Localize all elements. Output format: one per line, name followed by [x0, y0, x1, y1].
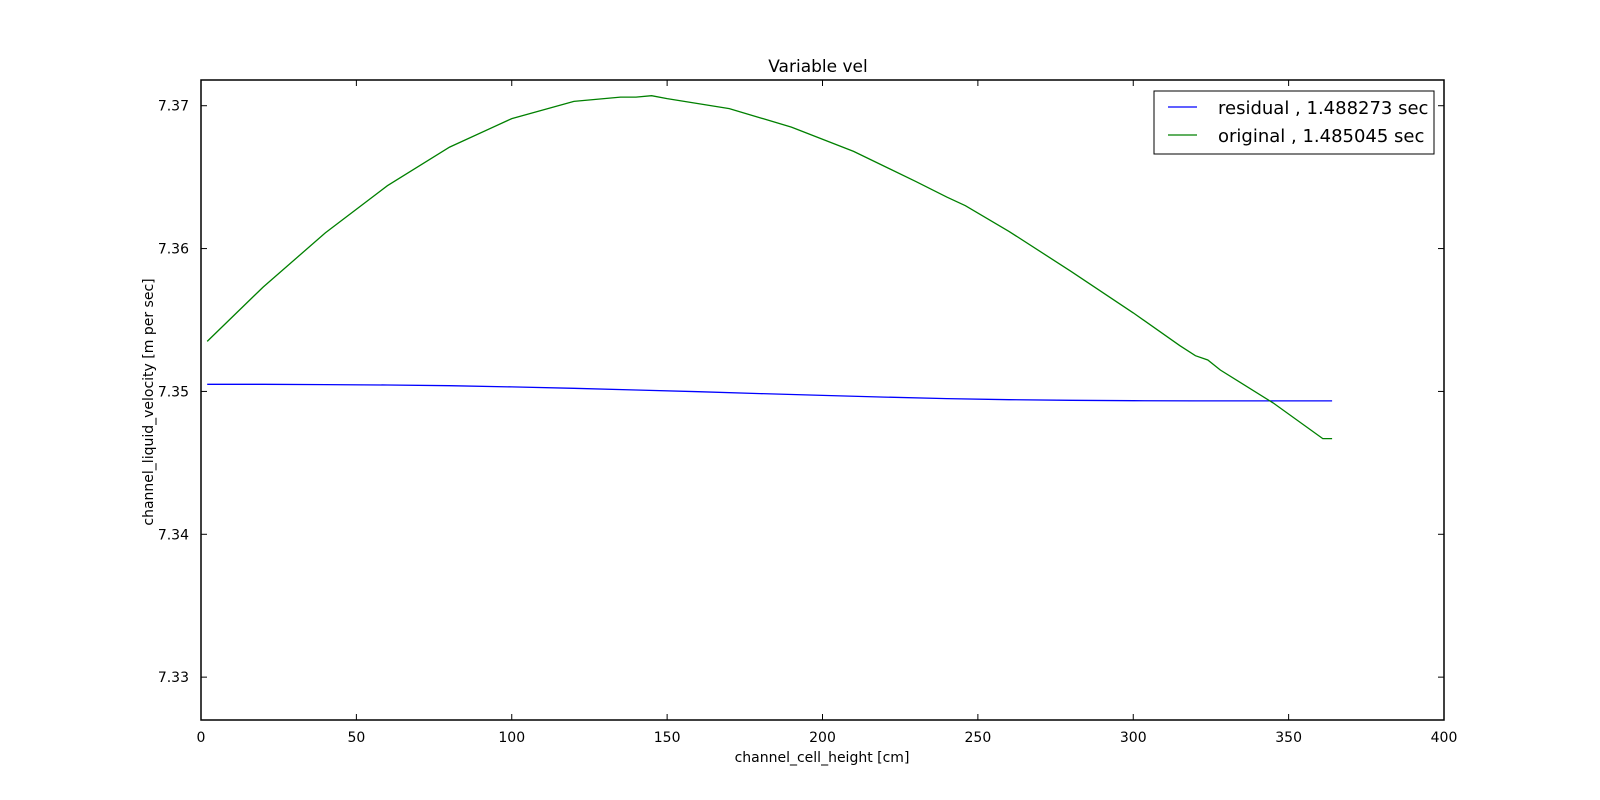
x-tick-label: 0 [197, 730, 206, 746]
x-tick-label: 350 [1275, 730, 1302, 746]
y-tick-label: 7.35 [158, 384, 189, 400]
x-tick-label: 150 [654, 730, 681, 746]
y-tick-label: 7.34 [158, 527, 189, 543]
series-line-1 [206, 95, 1333, 440]
x-axis-ticks: 0 50 100 150 200 250 300 350 400 [197, 80, 1458, 746]
y-tick-label: 7.33 [158, 670, 189, 686]
y-tick-label: 7.37 [158, 99, 189, 115]
x-tick-label: 200 [809, 730, 836, 746]
y-axis-label: channel_liquid_velocity [m per sec] [141, 278, 157, 525]
legend-label-original: original , 1.485045 sec [1218, 126, 1424, 147]
legend-box [1153, 90, 1435, 155]
y-tick-label: 7.36 [158, 242, 189, 258]
y-axis-ticks: 7.33 7.34 7.35 7.36 7.37 [158, 99, 1444, 686]
legend-label-residual: residual , 1.488273 sec [1218, 98, 1428, 119]
series-line-0 [207, 383, 1333, 402]
x-axis-label: channel_cell_height [cm] [735, 750, 910, 766]
series-layer [206, 95, 1333, 440]
x-tick-label: 100 [498, 730, 525, 746]
x-tick-label: 50 [347, 730, 365, 746]
x-tick-label: 250 [965, 730, 992, 746]
x-tick-label: 400 [1431, 730, 1458, 746]
chart-title: Variable vel [768, 57, 867, 77]
plot-area-frame [200, 79, 1445, 721]
legend: residual , 1.488273 sec original , 1.485… [1153, 90, 1435, 155]
x-tick-label: 300 [1120, 730, 1147, 746]
